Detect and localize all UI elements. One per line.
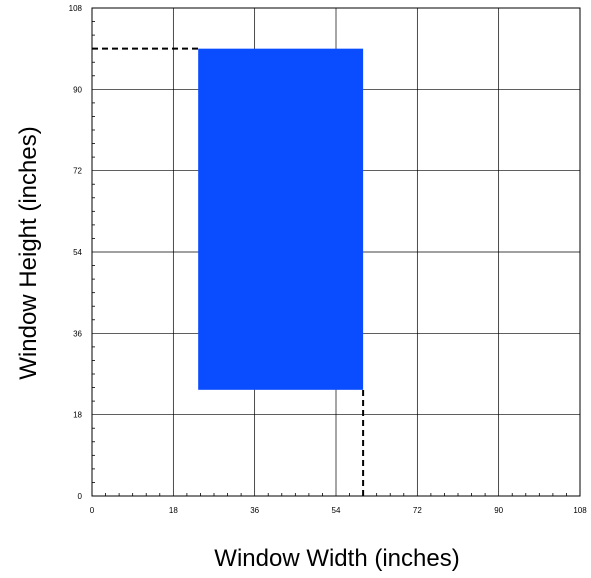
x-tick-label: 0 — [90, 506, 95, 515]
y-tick-label: 0 — [78, 492, 83, 501]
plot-frame — [91, 7, 581, 497]
x-tick-label: 72 — [413, 506, 422, 515]
y-tick-label: 108 — [69, 4, 83, 13]
x-tick-label: 108 — [573, 506, 587, 515]
x-tick-label: 90 — [494, 506, 503, 515]
reference-lines — [92, 47, 365, 496]
region-layer — [198, 48, 364, 390]
y-tick-label: 36 — [73, 329, 82, 338]
y-tick-labels: 0 18 36 54 72 90 108 — [69, 4, 83, 501]
y-tick-label: 90 — [73, 85, 82, 94]
x-axis-title: Window Width (inches) — [214, 545, 459, 572]
x-tick-labels: 0 18 36 54 72 90 108 — [90, 506, 587, 515]
y-tick-label: 18 — [73, 411, 82, 420]
x-tick-label: 36 — [250, 506, 259, 515]
y-tick-label: 54 — [73, 248, 82, 257]
y-tick-label: 72 — [73, 167, 82, 176]
y-axis-title: Window Height (inches) — [15, 126, 42, 379]
size-region — [198, 48, 364, 390]
x-tick-label: 18 — [169, 506, 178, 515]
x-tick-label: 54 — [332, 506, 341, 515]
